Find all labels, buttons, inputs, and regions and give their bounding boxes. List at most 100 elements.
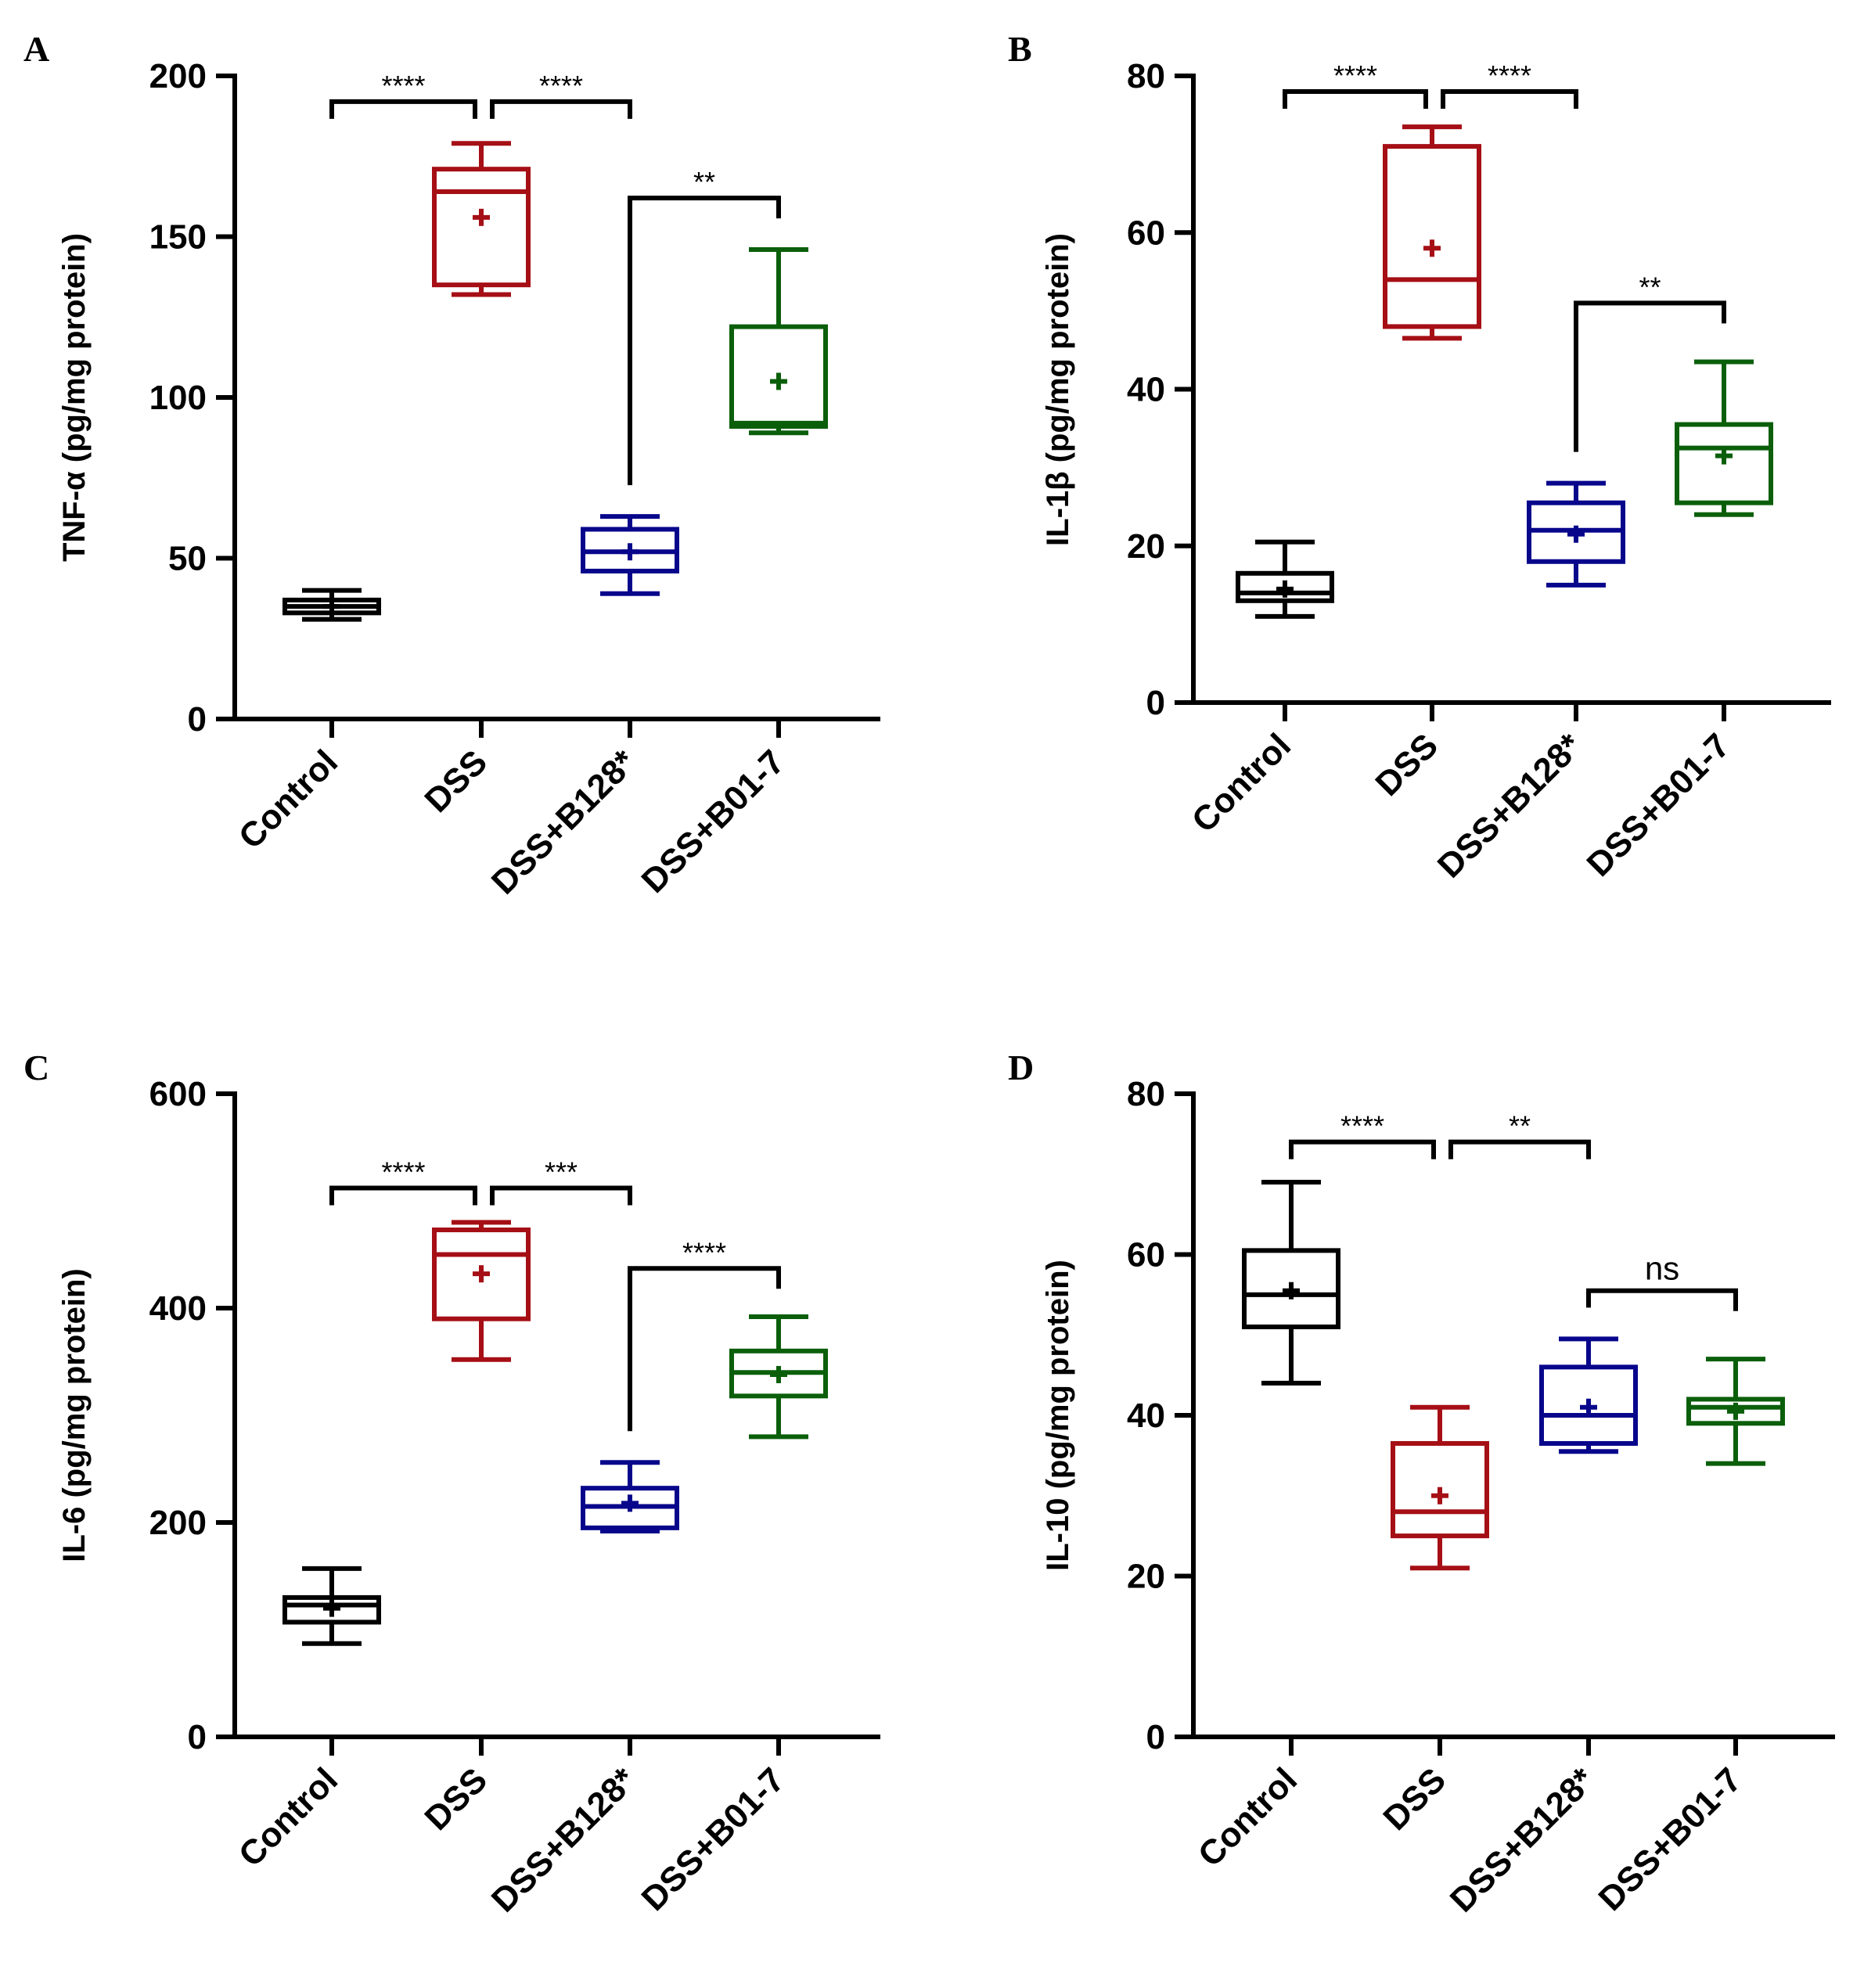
box-dss (432, 141, 531, 297)
panel-letter: A (23, 29, 49, 69)
iqr-box (432, 167, 531, 288)
bracket-line (1574, 300, 1726, 452)
significance-bracket: ** (1448, 1110, 1591, 1159)
significance-bracket: ** (628, 166, 781, 486)
bracket-line (329, 99, 477, 119)
box-dss (432, 1220, 531, 1362)
y-tick-label: 80 (1127, 1075, 1165, 1113)
box-control (282, 1566, 381, 1646)
y-tick-label: 0 (188, 1718, 207, 1756)
significance-bracket: *** (490, 1156, 632, 1206)
significance-bracket: **** (1441, 59, 1578, 110)
y-tick-label: 0 (188, 700, 207, 739)
y-tick-label: 0 (1146, 684, 1165, 722)
y-tick-label: 20 (1127, 527, 1165, 566)
panel-B: B IL-1β (pg/mg protein) 0 20 40 60 80 Control DS… (1008, 29, 1831, 886)
y-tick-label: 40 (1127, 1397, 1165, 1435)
panel-letter: C (23, 1048, 49, 1087)
y-tick-label: 100 (149, 379, 207, 417)
y-axis-title: IL-1β (pg/mg protein) (1041, 233, 1075, 546)
bracket-line (628, 1266, 781, 1432)
significance-bracket: **** (329, 70, 477, 119)
box-control (1236, 539, 1334, 619)
x-tick-label: DSS (1368, 726, 1445, 803)
iqr-box (1383, 144, 1481, 329)
panel-A: A TNF-α (pg/mg protein) 0 50 100 150 200 Contro… (23, 29, 880, 902)
significance-bracket: **** (490, 70, 632, 119)
significance-label: *** (545, 1156, 578, 1188)
significance-label: **** (381, 70, 425, 102)
x-tick-label: Control (1191, 1760, 1304, 1874)
y-tick-label: 200 (149, 57, 207, 95)
bracket-line (1448, 1139, 1591, 1159)
box-dss-b128- (581, 514, 679, 596)
significance-label: **** (539, 70, 583, 102)
y-tick-label: 80 (1127, 57, 1165, 95)
x-tick-label: DSS+B01-7 (635, 742, 793, 901)
y-axis-title: IL-10 (pg/mg protein) (1041, 1260, 1075, 1571)
bracket-line (628, 196, 781, 486)
x-tick-label: Control (1185, 726, 1298, 839)
x-tick-label: DSS (417, 1760, 495, 1838)
y-tick-label: 60 (1127, 1236, 1165, 1274)
x-tick-label: DSS+B128* (1443, 1760, 1603, 1920)
bracket-line (490, 99, 632, 119)
x-tick-label: Control (232, 742, 345, 856)
x-tick-label: DSS+B128* (484, 1760, 644, 1920)
y-axis-title: TNF-α (pg/mg protein) (57, 233, 92, 562)
y-tick-label: 20 (1127, 1558, 1165, 1596)
x-tick-label: DSS (417, 742, 495, 820)
panel-D: D IL-10 (pg/mg protein) 0 20 40 60 80 Control DS… (1008, 1048, 1835, 1920)
significance-bracket: **** (329, 1156, 477, 1206)
bracket-line (1441, 89, 1578, 110)
y-tick-label: 40 (1127, 371, 1165, 409)
significance-bracket: **** (1283, 59, 1428, 110)
significance-bracket: **** (628, 1236, 781, 1432)
significance-label: **** (1340, 1110, 1384, 1142)
bracket-line (490, 1185, 632, 1206)
box-dss-b128- (1527, 480, 1625, 588)
bracket-line (1586, 1288, 1738, 1311)
panel-letter: B (1008, 29, 1032, 69)
x-tick-label: Control (232, 1760, 345, 1874)
x-tick-label: DSS+B128* (484, 742, 644, 902)
significance-label: ** (1639, 271, 1661, 303)
significance-label: ns (1645, 1250, 1679, 1287)
box-dss-b01-7 (729, 1314, 828, 1440)
y-tick-label: 60 (1127, 214, 1165, 252)
x-tick-label: DSS+B01-7 (635, 1760, 793, 1918)
panel-letter: D (1008, 1048, 1034, 1087)
y-tick-label: 200 (149, 1504, 207, 1542)
box-dss-b01-7 (729, 246, 828, 436)
x-tick-label: DSS (1376, 1760, 1453, 1838)
box-dss-b01-7 (1686, 1357, 1785, 1466)
bracket-line (1283, 89, 1428, 110)
significance-label: ** (693, 166, 715, 198)
x-tick-label: DSS+B01-7 (1592, 1760, 1750, 1918)
significance-label: **** (1333, 59, 1377, 92)
significance-bracket: **** (1289, 1110, 1436, 1159)
x-tick-label: DSS+B01-7 (1580, 726, 1738, 884)
box-dss-b128- (1539, 1336, 1638, 1454)
significance-label: ** (1509, 1110, 1531, 1142)
panel-C: C IL-6 (pg/mg protein) 0 200 400 600 Control DS… (23, 1048, 880, 1920)
bracket-line (1289, 1139, 1436, 1159)
box-control (282, 588, 381, 622)
significance-bracket: ** (1574, 271, 1726, 452)
significance-label: **** (1488, 59, 1531, 92)
y-tick-label: 50 (168, 540, 207, 578)
significance-bracket: ns (1586, 1250, 1738, 1311)
y-tick-label: 0 (1146, 1718, 1165, 1756)
bracket-line (329, 1185, 477, 1206)
significance-label: **** (381, 1156, 425, 1188)
y-tick-label: 400 (149, 1289, 207, 1328)
y-tick-label: 150 (149, 218, 207, 257)
box-dss-b128- (581, 1460, 679, 1533)
box-dss (1391, 1404, 1489, 1571)
y-axis-title: IL-6 (pg/mg protein) (57, 1268, 92, 1562)
x-tick-label: DSS+B128* (1430, 726, 1590, 886)
significance-label: **** (682, 1236, 726, 1268)
box-dss (1383, 124, 1481, 341)
y-tick-label: 600 (149, 1075, 207, 1113)
